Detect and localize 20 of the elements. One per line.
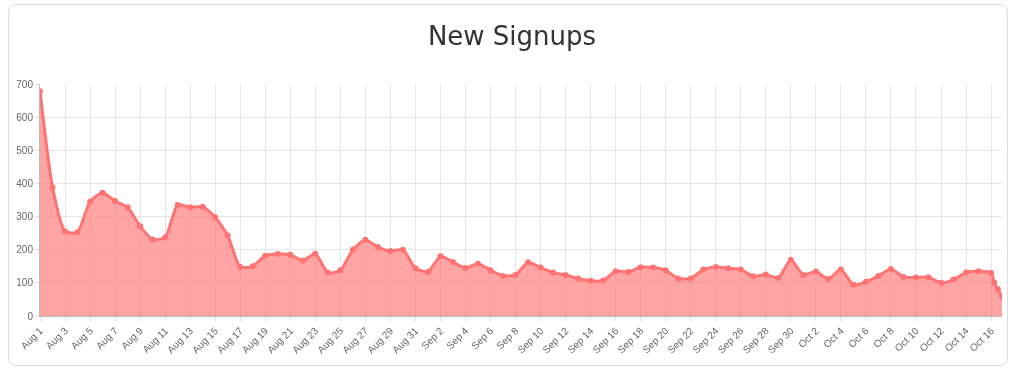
x-tick-label: Oct 2 (796, 324, 822, 350)
x-tick-label: Aug 7 (93, 324, 121, 352)
x-tick-label: Oct 4 (821, 324, 847, 350)
y-tick-label: 200 (16, 244, 34, 256)
y-tick-label: 300 (16, 211, 34, 223)
y-tick-label: 0 (27, 310, 34, 322)
y-tick-label: 700 (16, 78, 34, 90)
x-tick-label: Sep 2 (419, 324, 446, 352)
x-tick-label: Aug 3 (43, 324, 71, 352)
x-tick-label: Aug 5 (68, 324, 96, 352)
y-tick-label: 500 (16, 144, 34, 156)
x-tick-label: Oct 6 (846, 324, 872, 350)
x-tick-label: Aug 1 (18, 324, 46, 352)
x-tick-label: Sep 6 (469, 324, 496, 352)
chart-title: New Signups (427, 20, 597, 51)
y-tick-label: 400 (16, 177, 34, 189)
x-tick-label: Sep 4 (444, 324, 471, 352)
y-tick-label: 100 (16, 277, 34, 289)
x-tick-label: Oct 16 (967, 324, 997, 354)
y-tick-label: 600 (16, 111, 34, 123)
